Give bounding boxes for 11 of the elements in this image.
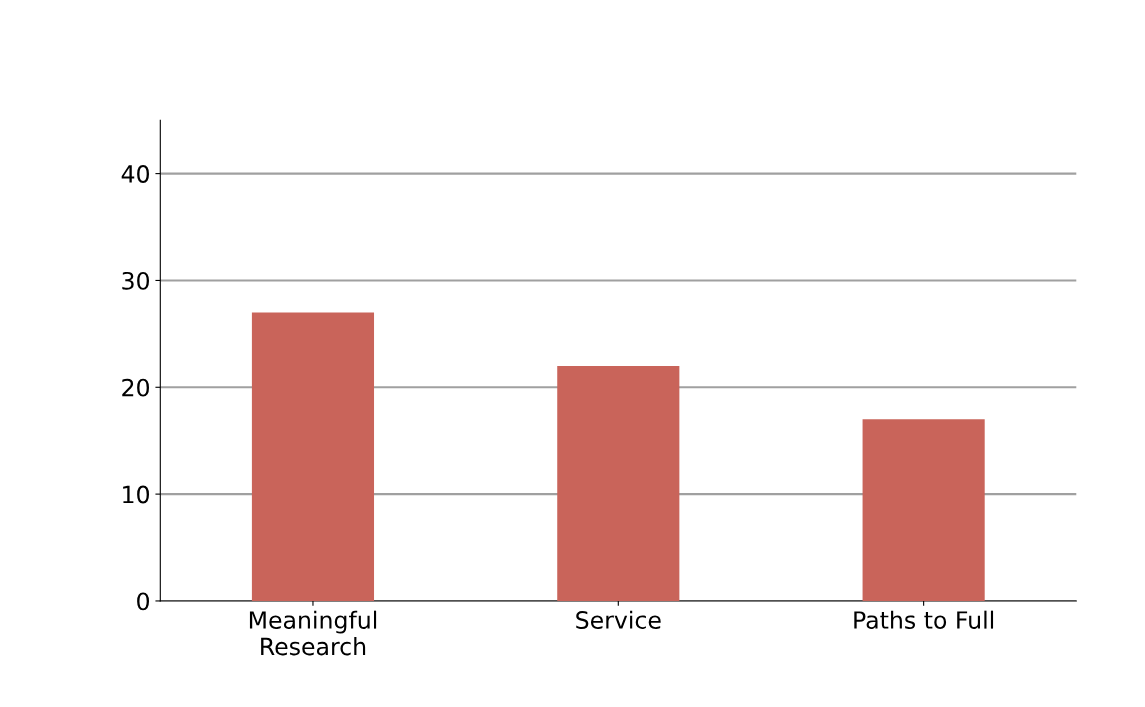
y-tick-label: 0: [137, 592, 150, 611]
x-tick-label: Paths to Full: [854, 610, 994, 629]
y-tick-label: 10: [123, 485, 150, 504]
bar: [251, 312, 375, 601]
bar: [557, 365, 680, 601]
y-tick-label: 40: [121, 165, 150, 183]
x-tick-label: Service: [576, 610, 661, 629]
bar: [862, 419, 985, 601]
y-tick-label: 30: [122, 271, 150, 290]
x-tick-label: Meaningful Research: [249, 610, 377, 656]
y-tick-label: 20: [122, 378, 150, 397]
